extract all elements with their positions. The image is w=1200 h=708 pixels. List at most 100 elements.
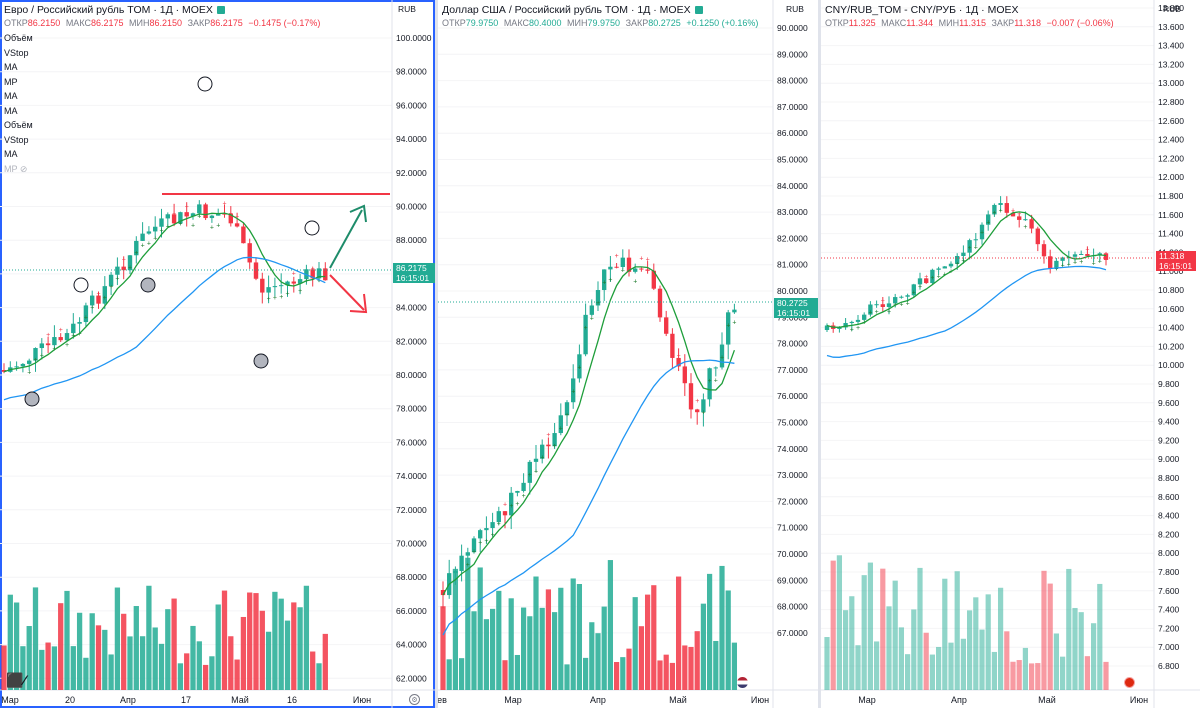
volume-bar	[1066, 568, 1072, 690]
volume-bar	[102, 629, 108, 690]
settings-icon[interactable]: ⚙	[409, 694, 420, 705]
symbol-title[interactable]: Доллар США / Российский рубль TOM · 1Д ·…	[442, 4, 703, 17]
candle-body	[502, 511, 508, 516]
eurrub-chart-canvas[interactable]: 100.0000 98.0000 96.0000 94.0000 92.0000 90.0…	[0, 0, 435, 708]
candle-body	[323, 268, 328, 281]
vstop-marker: +	[153, 236, 157, 243]
y-tick-label: 8.000	[1158, 548, 1180, 558]
y-tick-label: 88.0000	[396, 235, 427, 245]
candle-body	[948, 263, 954, 267]
cnyrub-chart-canvas[interactable]: 13.800 13.600 13.400 13.200 13.000 12.800 12.6…	[821, 0, 1200, 708]
y-tick-label: 70.0000	[396, 539, 427, 549]
x-tick-label: Май	[1038, 695, 1056, 705]
symbol-title[interactable]: CNY/RUB_TOM - CNY/РУБ · 1Д · MOEX	[825, 4, 1019, 16]
tradingview-logo-icon[interactable]: ⬛⁄	[6, 672, 26, 688]
volume-bar	[39, 649, 45, 690]
volume-bar	[76, 612, 83, 690]
candle-body	[626, 257, 632, 272]
last-price-tag: 86.2175 16:15:01	[393, 263, 435, 283]
symbol-title[interactable]: Евро / Российский рубль TOM · 1Д · MOEX	[4, 4, 225, 17]
volume-bar	[508, 598, 514, 690]
chart-pane-cnyrub[interactable]: 13.800 13.600 13.400 13.200 13.000 12.800 12.6…	[821, 0, 1200, 708]
vstop-marker: +	[204, 205, 208, 212]
volume-bar	[240, 616, 247, 690]
candle-body	[115, 266, 120, 275]
vstop-marker: +	[241, 230, 245, 237]
legend-item[interactable]: Объём	[4, 33, 33, 43]
y-tick-label: 9.000	[1158, 454, 1180, 464]
vstop-marker: +	[515, 501, 519, 508]
y-tick-label: 75.0000	[777, 418, 808, 428]
ohlc-readout: ОТКР79.9750 МАКС80.4000 МИН79.9750 ЗАКР8…	[442, 18, 759, 28]
vstop-marker: +	[298, 288, 302, 295]
vstop-marker: +	[71, 333, 75, 340]
candle-body	[527, 461, 532, 483]
y-tick-label: 94.0000	[396, 134, 427, 144]
vstop-marker: +	[254, 266, 258, 273]
legend-item[interactable]: MA	[4, 91, 18, 101]
legend-item[interactable]: MP	[4, 76, 18, 87]
ohlc-readout: ОТКР11.325 МАКС11.344 МИН11.315 ЗАКР11.3…	[825, 18, 1114, 28]
candle-body	[52, 337, 57, 346]
legend-item[interactable]: MA	[4, 149, 18, 159]
vstop-marker: +	[540, 455, 544, 462]
legend-item[interactable]: MA	[4, 105, 18, 116]
x-tick-label: Июн	[751, 695, 769, 705]
pane-divider[interactable]	[435, 0, 438, 708]
candle-body	[253, 262, 259, 279]
legend-item[interactable]: MA	[4, 62, 18, 72]
legend-item[interactable]: MP ⊘	[4, 163, 28, 174]
down-arrow-head	[349, 293, 368, 314]
vstop-marker: +	[491, 532, 495, 539]
candle-body	[924, 278, 929, 284]
candle-body	[190, 213, 196, 217]
vstop-marker: +	[90, 305, 94, 312]
legend-item[interactable]: VStop	[4, 47, 29, 58]
vstop-marker: +	[1079, 259, 1083, 266]
usdrub-chart-canvas[interactable]: 90.0000 89.0000 88.0000 87.0000 86.0000 85.00…	[438, 0, 818, 708]
candle-body	[540, 444, 545, 459]
vstop-marker: +	[930, 275, 934, 282]
volume-bar	[303, 585, 310, 690]
volume-bar	[215, 604, 221, 690]
candle-body	[33, 348, 38, 361]
cn-flag-icon[interactable]	[1124, 677, 1135, 688]
candle-body	[571, 378, 576, 403]
y-tick-label: 68.0000	[777, 602, 808, 612]
volume-bar	[114, 587, 121, 690]
hidden-eye-icon[interactable]: ⊘	[19, 163, 28, 174]
candle-body	[184, 212, 189, 217]
chart-pane-usdrub[interactable]: 90.0000 89.0000 88.0000 87.0000 86.0000 85.00…	[438, 0, 818, 708]
x-tick-label: Июн	[353, 695, 371, 705]
candle-body	[108, 274, 114, 287]
volume-bar	[873, 641, 880, 690]
candle-body	[1029, 219, 1034, 229]
y-tick-label: 9.400	[1158, 417, 1180, 427]
legend-item[interactable]: Объём	[4, 120, 33, 130]
volume-bar	[954, 571, 960, 690]
us-flag-icon[interactable]	[737, 677, 748, 688]
y-tick-label: 73.0000	[777, 470, 808, 480]
volume-bar	[620, 657, 626, 690]
legend-item[interactable]: VStop	[4, 134, 29, 145]
candle-body	[676, 357, 681, 367]
vstop-marker: +	[887, 308, 891, 315]
candle-body	[979, 224, 985, 240]
last-price-tag: 11.318 16:15:01	[1156, 251, 1196, 271]
volume-bar	[713, 640, 719, 690]
volume-bar	[1103, 661, 1109, 690]
x-tick-label: 16	[287, 695, 297, 705]
candle-body	[291, 281, 297, 284]
vstop-marker: +	[546, 432, 550, 439]
vstop-marker: +	[260, 280, 264, 287]
vstop-marker: +	[856, 325, 860, 332]
candle-body	[707, 368, 712, 400]
chart-pane-eurrub[interactable]: 100.0000 98.0000 96.0000 94.0000 92.0000 90.0…	[0, 0, 435, 708]
volume-bar	[688, 646, 694, 690]
x-tick-label: 17	[181, 695, 191, 705]
pane-divider[interactable]	[818, 0, 821, 708]
vstop-marker: +	[1061, 262, 1065, 269]
candle-body	[688, 383, 694, 410]
candle-body	[14, 366, 19, 368]
vstop-marker: +	[185, 203, 189, 210]
